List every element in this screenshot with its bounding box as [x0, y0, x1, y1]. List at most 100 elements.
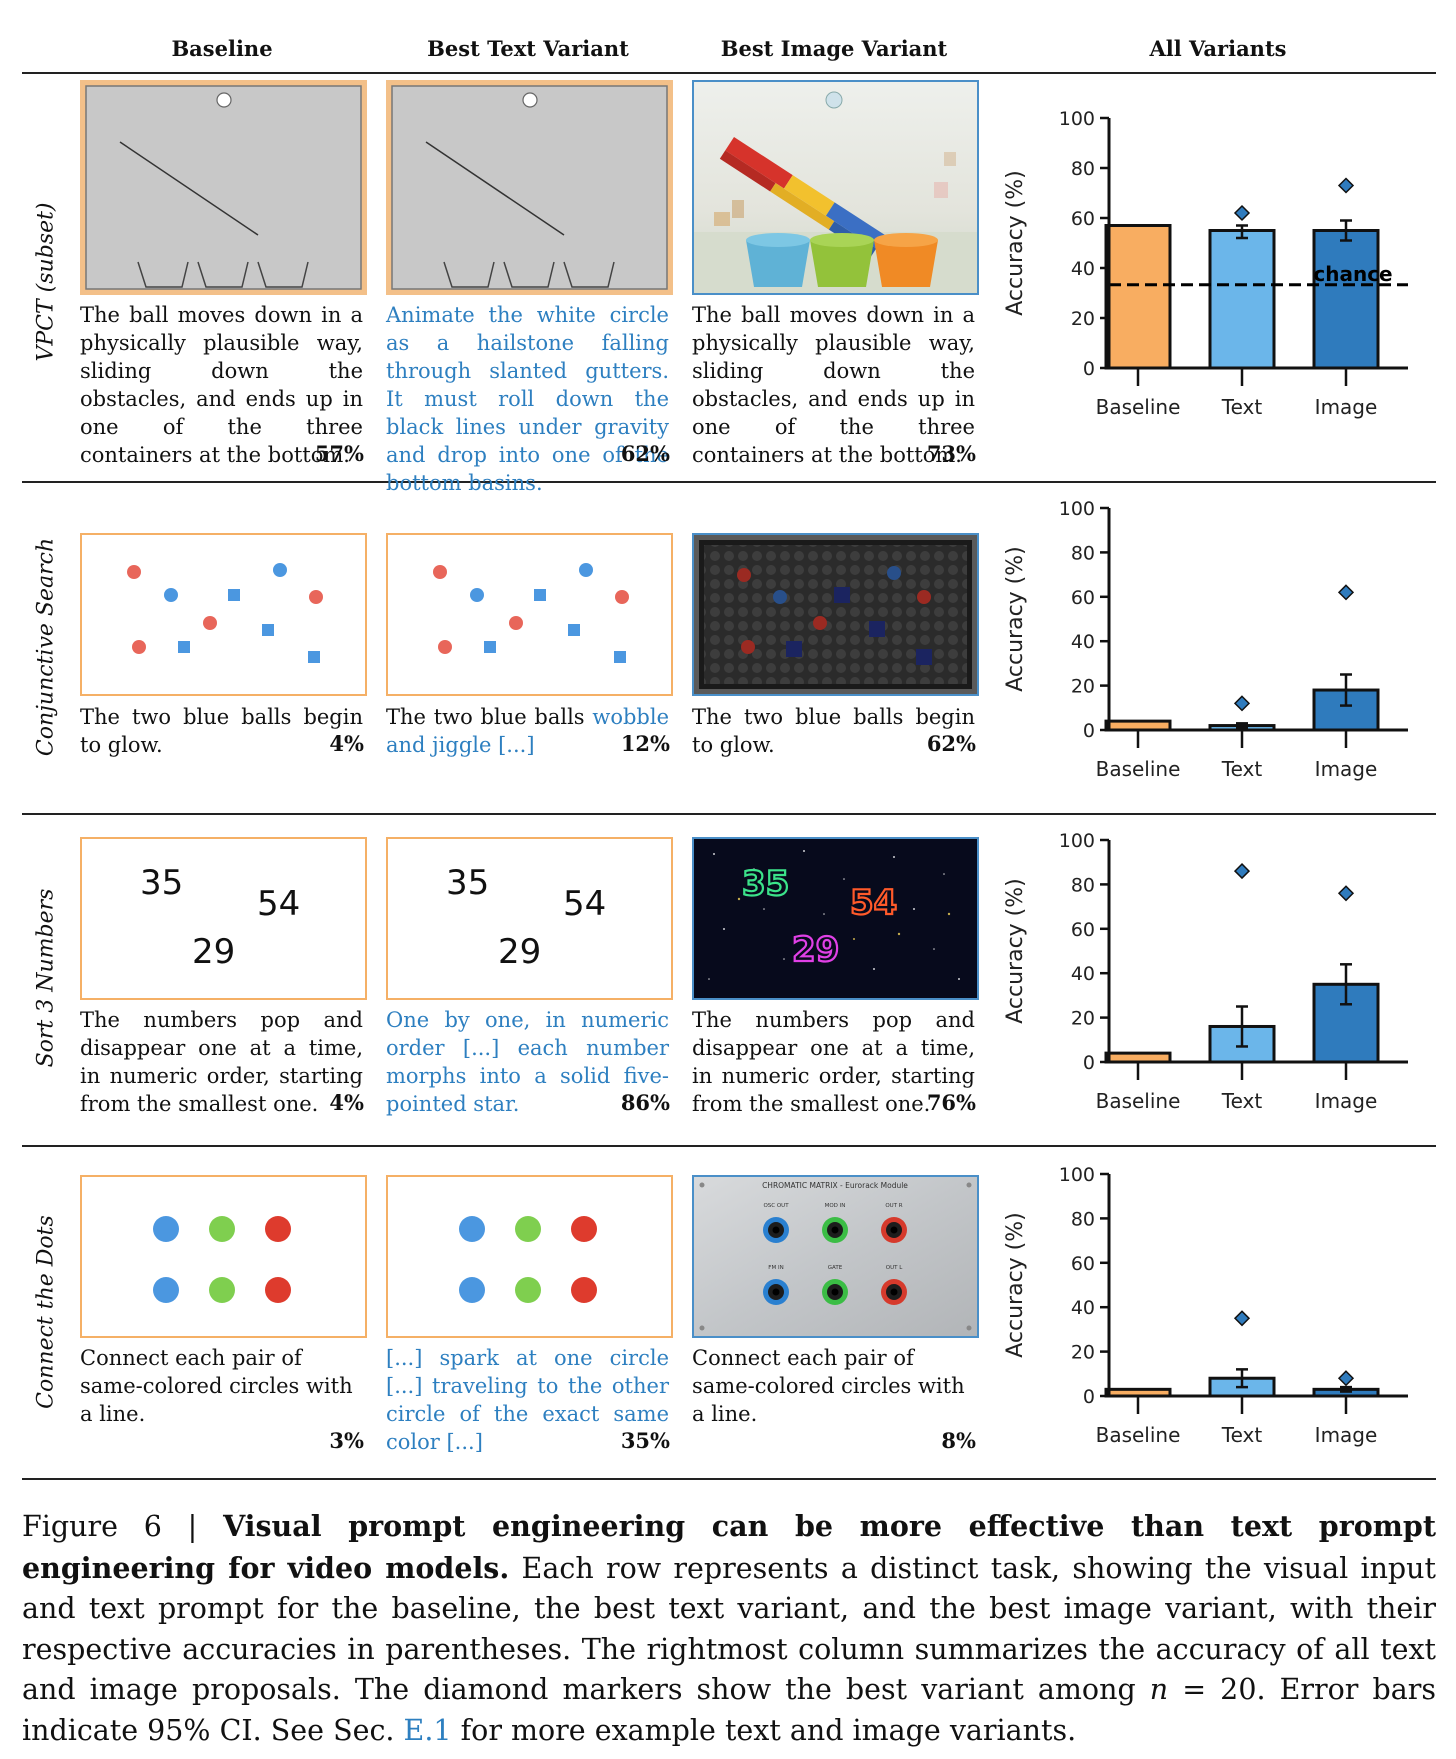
bar-baseline	[1104, 224, 1172, 370]
sort-image-variant-photo: 35 54 29	[692, 837, 979, 1000]
caption-prefix: Figure 6 |	[22, 1510, 224, 1543]
divider	[22, 1478, 1436, 1480]
connect-image-variant-photo: CHROMATIC MATRIX - Eurorack Module OSC O…	[692, 1175, 979, 1338]
sort-baseline-image: 35 54 29	[80, 837, 367, 1000]
y-tick-label: 20	[1071, 1342, 1095, 1364]
divider	[22, 481, 1436, 483]
chance-label: chance	[1313, 262, 1392, 286]
caption-body: = 20. Error bars indicate 95% CI. See Se…	[22, 1673, 1436, 1747]
y-axis-label: Accuracy (%)	[1003, 1212, 1028, 1358]
y-axis-label: Accuracy (%)	[1003, 170, 1028, 316]
jack-label: OSC OUT	[763, 1203, 789, 1209]
y-tick-label: 0	[1083, 1052, 1095, 1074]
best-variant-marker	[1233, 1310, 1251, 1327]
y-tick-label: 40	[1071, 963, 1095, 985]
caption-n: n	[1149, 1673, 1169, 1706]
caption-plain: The two blue balls	[386, 705, 593, 729]
neon-number: 29	[792, 930, 839, 970]
jack-label: OUT L	[886, 1265, 903, 1271]
column-header-all-variants: All Variants	[1149, 36, 1287, 61]
y-tick-label: 40	[1071, 631, 1095, 653]
conjunctive-text-image	[386, 533, 673, 696]
conjunctive-baseline-accuracy: 4%	[329, 731, 364, 756]
neon-number: 35	[742, 864, 789, 904]
connect-baseline-caption: Connect each pair of same-colored circle…	[80, 1346, 353, 1426]
y-tick-label: 60	[1071, 208, 1095, 230]
vpct-image-variant-photo	[692, 80, 979, 295]
x-tick-label: Image	[1315, 1089, 1378, 1113]
vpct-text-image	[386, 80, 673, 295]
vpct-baseline-accuracy: 57%	[314, 441, 364, 466]
vpct-baseline-caption: The ball moves down in a physically plau…	[80, 303, 363, 467]
conjunctive-image-accuracy: 62%	[926, 731, 976, 756]
figure-caption: Figure 6 | Visual prompt engineering can…	[22, 1506, 1436, 1751]
y-tick-label: 80	[1071, 158, 1095, 180]
divider	[22, 813, 1436, 815]
y-tick-label: 100	[1059, 108, 1095, 130]
x-tick-label: Text	[1221, 1089, 1263, 1113]
neon-number: 54	[850, 883, 897, 923]
conjunctive-baseline-image	[80, 533, 367, 696]
jack-label: OUT R	[885, 1203, 902, 1209]
row-label-connect-dots: Connect the Dots	[33, 1215, 59, 1409]
jack-label: GATE	[828, 1265, 843, 1271]
chart-sort-numbers: Accuracy (%) 0 20 40 60 80 100 Baseline Text Imag…	[1003, 830, 1408, 1113]
y-tick-label: 0	[1083, 358, 1095, 380]
x-tick-label: Text	[1221, 1423, 1263, 1447]
column-header-baseline: Baseline	[171, 36, 273, 61]
sort-image-caption: The numbers pop and disappear one at a t…	[692, 1008, 975, 1116]
conjunctive-text-accuracy: 12%	[620, 731, 670, 756]
best-variant-marker	[1233, 204, 1251, 222]
caption-body: for more example text and image variants…	[451, 1713, 1077, 1747]
y-tick-label: 100	[1059, 1164, 1095, 1186]
section-link[interactable]: E.1	[403, 1713, 452, 1747]
best-variant-marker	[1337, 584, 1355, 601]
y-tick-label: 0	[1083, 720, 1095, 742]
x-tick-label: Text	[1221, 395, 1263, 419]
y-tick-label: 80	[1071, 874, 1095, 896]
conjunctive-baseline-caption: The two blue balls begin to glow.	[80, 705, 363, 757]
x-tick-label: Baseline	[1096, 1089, 1181, 1113]
connect-image-accuracy: 8%	[941, 1428, 976, 1453]
y-axis-label: Accuracy (%)	[1003, 878, 1028, 1024]
column-header-image-variant: Best Image Variant	[720, 36, 948, 61]
x-tick-label: Image	[1315, 395, 1378, 419]
connect-text-image	[386, 1175, 673, 1338]
row-label-conjunctive-search: Conjunctive Search	[33, 537, 59, 757]
vpct-image-caption: The ball moves down in a physically plau…	[692, 303, 975, 467]
number-label: 29	[192, 932, 235, 972]
vpct-image-accuracy: 73%	[926, 441, 976, 466]
divider	[22, 72, 1436, 74]
vpct-baseline-image	[80, 80, 367, 295]
column-header-text-variant: Best Text Variant	[427, 36, 629, 61]
best-variant-marker	[1233, 695, 1251, 712]
x-tick-label: Image	[1315, 757, 1378, 781]
x-tick-label: Image	[1315, 1423, 1378, 1447]
number-label: 35	[140, 863, 183, 903]
bar-text	[1208, 229, 1276, 370]
sort-baseline-caption: The numbers pop and disappear one at a t…	[80, 1008, 363, 1116]
vpct-text-caption: Animate the white circle as a hailstone …	[386, 303, 669, 495]
x-tick-label: Baseline	[1096, 1423, 1181, 1447]
chart-vpct: Accuracy (%) chance 0 20 40 60 80 100 Baseline Te…	[1003, 108, 1408, 419]
best-variant-marker	[1233, 863, 1251, 880]
module-title: CHROMATIC MATRIX - Eurorack Module	[762, 1181, 908, 1190]
chart-conjunctive-search: Accuracy (%) 0 20 40 60 80 100 Baseline Text Imag…	[1003, 498, 1408, 781]
jack-label: FM IN	[768, 1265, 783, 1271]
row-label-vpct: VPCT (subset)	[33, 202, 59, 362]
number-label: 54	[563, 884, 606, 924]
sort-text-image: 35 54 29	[386, 837, 673, 1000]
sort-baseline-accuracy: 4%	[329, 1090, 364, 1115]
bar-image	[1312, 229, 1380, 370]
divider	[22, 1145, 1436, 1147]
sort-text-caption: One by one, in numeric order [...] each …	[386, 1008, 669, 1116]
y-tick-label: 0	[1083, 1386, 1095, 1408]
sort-image-accuracy: 76%	[926, 1090, 976, 1115]
vpct-text-accuracy: 62%	[620, 441, 670, 466]
y-tick-label: 80	[1071, 1208, 1095, 1230]
conjunctive-image-caption: The two blue balls begin to glow.	[692, 705, 975, 757]
y-tick-label: 20	[1071, 676, 1095, 698]
y-tick-label: 60	[1071, 919, 1095, 941]
y-tick-label: 40	[1071, 258, 1095, 280]
y-axis-label: Accuracy (%)	[1003, 546, 1028, 692]
